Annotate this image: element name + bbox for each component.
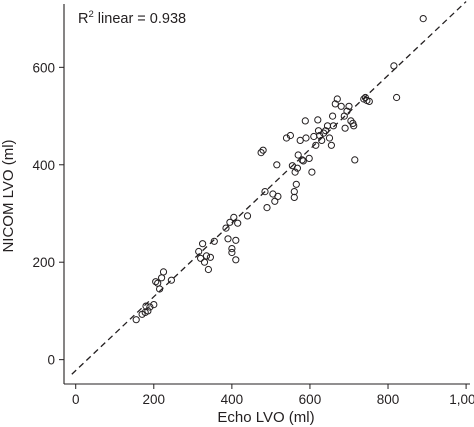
data-point bbox=[308, 168, 316, 176]
data-point bbox=[337, 102, 345, 110]
data-point bbox=[232, 256, 240, 264]
data-point bbox=[156, 285, 164, 293]
r-squared-value: linear = 0.938 bbox=[94, 11, 186, 27]
data-point bbox=[290, 188, 298, 196]
x-axis-title: Echo LVO (ml) bbox=[217, 409, 314, 426]
y-tick-label: 0 bbox=[47, 353, 55, 368]
axes: 0 200 400 600 800 1,000 0 200 400 600 bbox=[32, 4, 474, 407]
y-tick-label: 600 bbox=[32, 60, 55, 75]
x-tick-label: 1,000 bbox=[449, 392, 474, 407]
data-point bbox=[282, 134, 291, 142]
data-point bbox=[228, 245, 236, 253]
data-point bbox=[197, 254, 205, 262]
fit-line bbox=[71, 1, 467, 375]
x-tick-label: 600 bbox=[299, 392, 322, 407]
data-point bbox=[152, 278, 160, 286]
x-tick-label: 400 bbox=[221, 392, 244, 407]
data-point bbox=[341, 124, 349, 132]
data-point bbox=[419, 15, 427, 23]
data-point bbox=[333, 95, 341, 103]
y-axis-title: NICOM LVO (ml) bbox=[0, 139, 17, 252]
x-tick-label: 800 bbox=[377, 392, 400, 407]
data-point bbox=[230, 213, 238, 221]
data-point bbox=[204, 265, 212, 274]
data-point bbox=[261, 188, 269, 196]
data-point bbox=[343, 107, 351, 115]
data-point bbox=[132, 316, 140, 324]
data-point bbox=[312, 141, 320, 149]
data-point bbox=[290, 193, 298, 201]
data-point bbox=[301, 117, 309, 125]
data-point bbox=[206, 253, 214, 261]
data-point bbox=[150, 301, 158, 309]
data-point bbox=[199, 240, 207, 248]
data-point bbox=[329, 112, 337, 120]
data-points bbox=[132, 15, 427, 324]
r-squared-annotation: R2 linear = 0.938 bbox=[78, 9, 186, 27]
data-point bbox=[195, 247, 203, 256]
fit-line-layer bbox=[71, 1, 467, 375]
data-point bbox=[228, 248, 236, 257]
data-point bbox=[257, 149, 265, 157]
data-point bbox=[273, 161, 281, 169]
data-point bbox=[316, 131, 324, 140]
data-point bbox=[291, 168, 299, 176]
data-point bbox=[167, 276, 175, 284]
data-point bbox=[351, 156, 359, 164]
data-point bbox=[274, 192, 282, 200]
data-point bbox=[318, 136, 326, 144]
r-squared-symbol: R bbox=[78, 11, 88, 27]
data-point bbox=[263, 204, 271, 212]
data-point bbox=[200, 258, 209, 266]
data-point bbox=[234, 219, 242, 227]
data-point bbox=[146, 303, 154, 311]
data-point bbox=[202, 252, 211, 260]
data-point bbox=[296, 136, 304, 144]
data-point bbox=[310, 132, 318, 141]
data-point bbox=[320, 129, 328, 137]
x-tick-label: 200 bbox=[143, 392, 166, 407]
data-point bbox=[393, 93, 401, 102]
data-point bbox=[286, 131, 294, 140]
data-point bbox=[390, 62, 398, 70]
data-point bbox=[345, 102, 353, 110]
data-point bbox=[154, 279, 162, 287]
data-point bbox=[325, 134, 334, 142]
data-point bbox=[329, 122, 337, 130]
data-point bbox=[331, 100, 339, 108]
data-point bbox=[302, 134, 310, 142]
data-point bbox=[159, 268, 168, 276]
data-point bbox=[327, 141, 335, 149]
data-point bbox=[298, 156, 306, 164]
y-tick-label: 200 bbox=[32, 255, 55, 270]
data-point bbox=[292, 180, 300, 188]
data-point bbox=[259, 146, 267, 154]
data-point bbox=[224, 235, 232, 243]
r-squared-superscript: 2 bbox=[88, 9, 93, 20]
data-point bbox=[299, 157, 307, 165]
data-point bbox=[243, 212, 252, 220]
data-point bbox=[158, 274, 166, 282]
data-point bbox=[305, 154, 313, 162]
data-point bbox=[210, 237, 218, 245]
y-tick-label: 400 bbox=[32, 158, 55, 173]
data-point bbox=[365, 97, 373, 106]
data-point bbox=[294, 151, 302, 159]
data-point bbox=[350, 122, 358, 130]
data-point bbox=[144, 307, 152, 315]
data-point bbox=[232, 236, 240, 244]
data-point bbox=[322, 127, 330, 135]
data-point bbox=[142, 302, 150, 310]
data-point bbox=[222, 224, 230, 232]
data-point bbox=[293, 164, 301, 172]
x-tick-label: 0 bbox=[72, 392, 80, 407]
data-point bbox=[314, 116, 322, 124]
data-point bbox=[226, 218, 234, 226]
